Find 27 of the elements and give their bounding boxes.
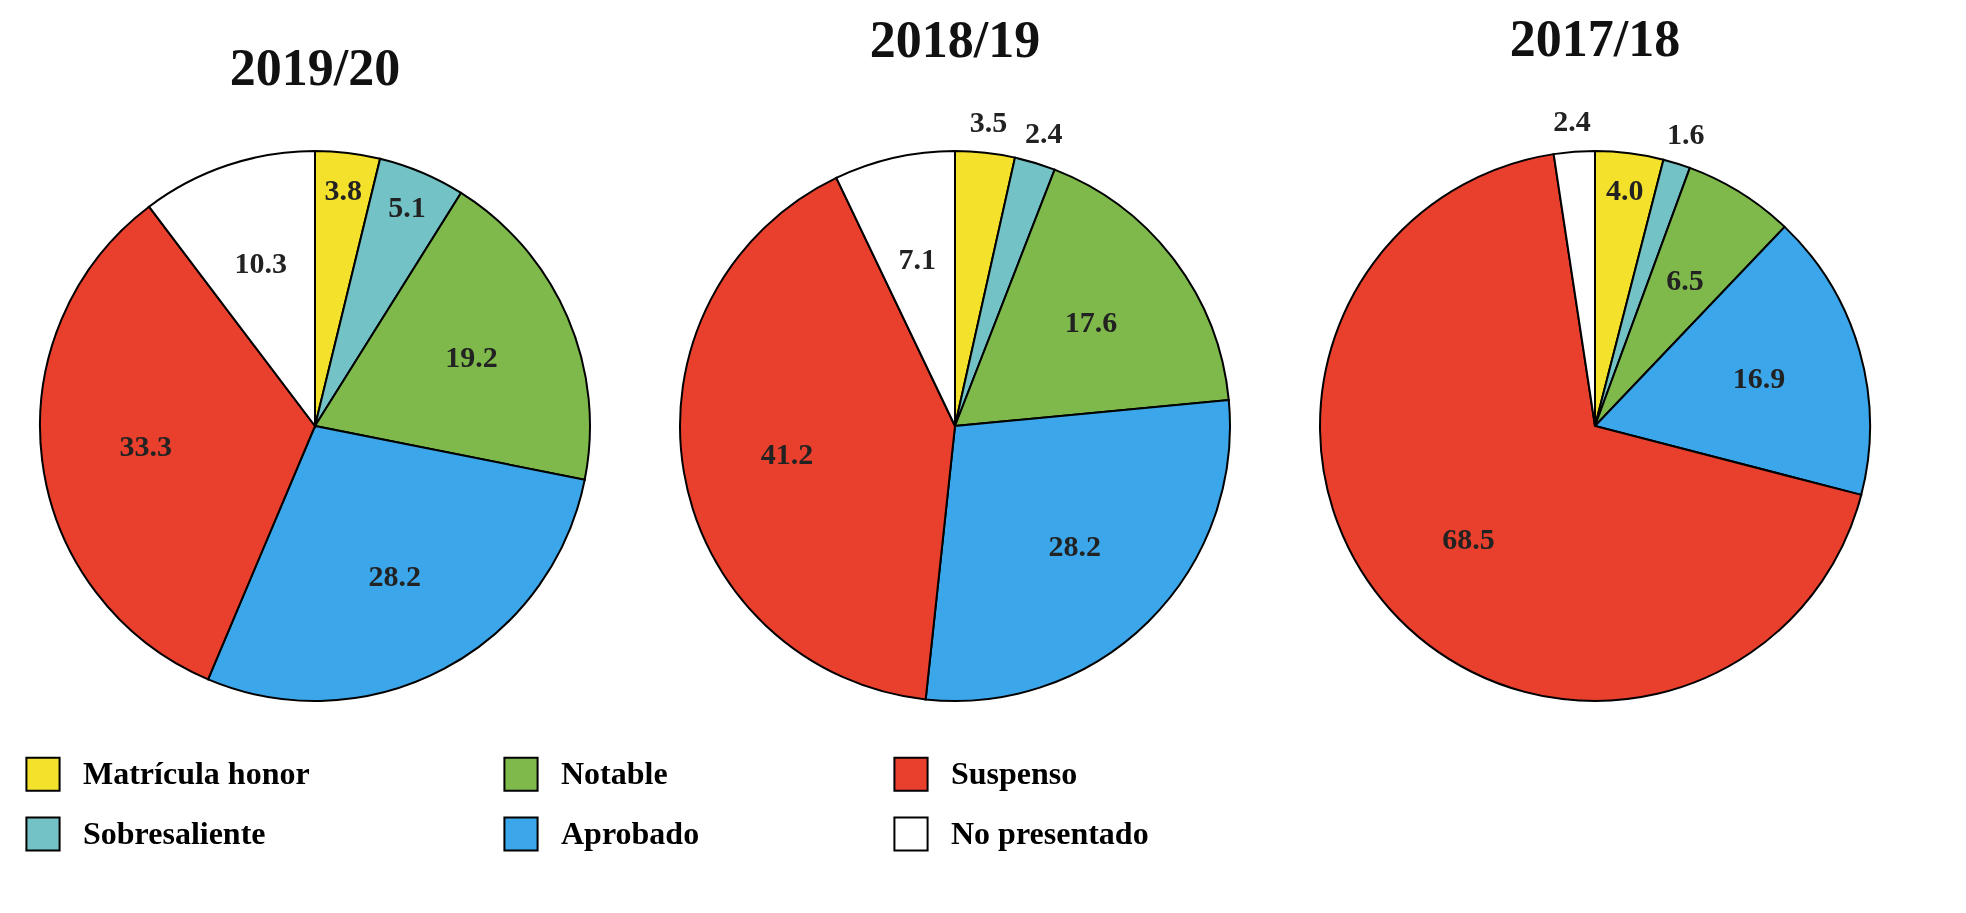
data-label: 2.4 xyxy=(1025,116,1063,150)
data-label: 17.6 xyxy=(1064,305,1118,339)
data-label: 5.1 xyxy=(388,190,426,224)
data-label: 4.0 xyxy=(1605,173,1644,207)
data-label: 33.3 xyxy=(119,429,173,463)
data-label: 28.2 xyxy=(1048,529,1102,563)
data-label: 7.1 xyxy=(898,241,937,275)
data-label: 28.2 xyxy=(368,558,422,592)
data-label: 6.5 xyxy=(1666,263,1704,297)
data-label: 68.5 xyxy=(1442,522,1495,556)
data-label: 19.2 xyxy=(445,340,498,374)
legend-label: No presentado xyxy=(951,815,1149,851)
data-label: 1.6 xyxy=(1666,116,1705,150)
data-label: 3.5 xyxy=(969,104,1008,138)
data-label: 10.3 xyxy=(234,246,287,280)
data-label: 2.4 xyxy=(1553,103,1591,137)
chart-title: 2019/20 xyxy=(229,39,401,96)
chart-title: 2017/18 xyxy=(1509,9,1681,67)
data-label: 3.8 xyxy=(324,173,362,207)
legend-label: Matrícula honor xyxy=(83,755,310,792)
legend-label: Suspenso xyxy=(951,755,1078,792)
data-label: 16.9 xyxy=(1732,361,1786,395)
chart-title: 2018/19 xyxy=(869,10,1041,68)
legend-label: Sobresaliente xyxy=(83,815,266,851)
legend-label: Aprobado xyxy=(561,815,700,851)
legend-label: Notable xyxy=(561,755,668,792)
data-label: 41.2 xyxy=(760,436,814,470)
